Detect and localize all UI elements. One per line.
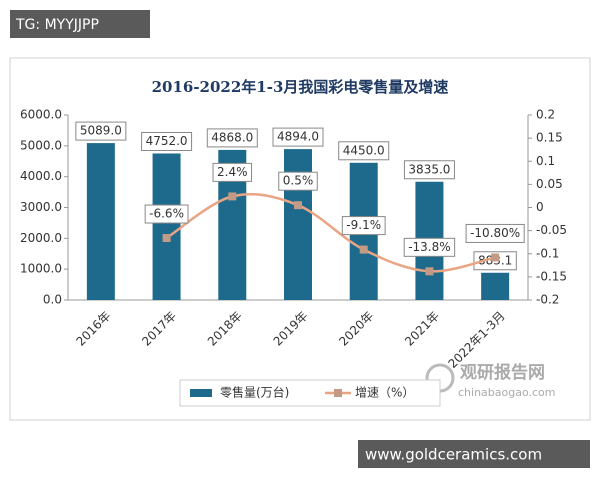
y-tick-label: 5000.0	[20, 138, 62, 152]
data-label-group: -9.1%	[341, 216, 386, 236]
y2-tick-label: 0	[536, 200, 544, 214]
line-marker	[425, 267, 434, 276]
line	[165, 193, 496, 273]
bar	[86, 143, 115, 300]
data-label: 5089.0	[80, 124, 122, 138]
y-tick-label: 1000.0	[20, 262, 62, 276]
data-label-group: 4894.0	[272, 127, 324, 147]
data-label-box	[272, 127, 324, 147]
data-label-group: 4450.0	[338, 141, 390, 161]
y2-tick-label: 0.2	[536, 108, 555, 122]
data-label-box	[465, 223, 525, 243]
data-label-box	[141, 131, 193, 151]
data-label-box	[144, 204, 189, 224]
data-label-group: 4752.0	[141, 131, 193, 151]
bar	[481, 272, 510, 300]
logo-name: 观研报告网	[459, 362, 545, 383]
chart-title: 2016-2022年1-3月我国彩电零售量及增速	[152, 78, 449, 96]
watermark-box	[10, 10, 150, 38]
y2-tick-label: -0.15	[536, 269, 567, 283]
y-tick-label: 6000.0	[20, 108, 62, 122]
data-label-group: 3835.0	[403, 160, 455, 180]
bar	[152, 153, 181, 300]
watermark-box	[358, 440, 590, 468]
data-label-group: 4868.0	[206, 128, 258, 148]
line-marker	[162, 234, 171, 243]
logo-url: chinabaogao.com	[458, 386, 556, 399]
y2-tick-label: -0.2	[536, 293, 559, 307]
data-label: 0.5%	[283, 174, 314, 188]
legend-swatch	[190, 389, 212, 397]
data-label: 4868.0	[211, 130, 253, 144]
legend: 零售量(万台) 增速（%）	[179, 379, 441, 407]
line-marker	[294, 201, 302, 210]
data-label: 2.4%	[217, 165, 248, 179]
legend-label: 增速（%）	[355, 386, 414, 400]
data-label-box	[341, 216, 386, 236]
line-marker	[491, 253, 500, 262]
data-label-box	[278, 171, 318, 191]
watermark-text: www.goldceramics.com	[365, 446, 542, 464]
y2-tick-label: -0.05	[536, 223, 567, 237]
data-label: 4894.0	[277, 130, 319, 144]
data-label-group: 0.5%	[278, 171, 318, 191]
data-label: 3835.0	[408, 162, 450, 176]
y2-tick-label: 0.1	[536, 154, 555, 168]
y2-tick-label: 0.05	[536, 177, 563, 191]
data-label-box	[403, 237, 456, 257]
y-tick-label: 0.0	[43, 293, 62, 307]
data-label: 4752.0	[146, 134, 188, 148]
data-label: -9.1%	[346, 218, 381, 232]
data-label-group: 2.4%	[212, 162, 253, 182]
legend-box	[179, 379, 441, 407]
data-label: 4450.0	[343, 143, 385, 157]
data-label-box	[212, 162, 253, 182]
data-label: -6.6%	[149, 207, 184, 221]
y2-tick-label: -0.1	[536, 246, 559, 260]
y-tick-label: 2000.0	[20, 231, 62, 245]
y2-tick-label: 0.15	[536, 131, 563, 145]
legend-swatch	[334, 389, 342, 397]
data-label-group: 5089.0	[75, 121, 127, 141]
data-label-group: -6.6%	[144, 204, 189, 224]
data-label-box	[75, 121, 127, 141]
data-label: -13.8%	[408, 240, 450, 254]
data-label-box	[338, 141, 390, 161]
data-label-box	[206, 128, 258, 148]
watermark-text: TG: MYYJJPP	[15, 17, 99, 33]
y-tick-label: 3000.0	[20, 200, 62, 214]
line-marker	[228, 192, 237, 201]
y-tick-label: 4000.0	[20, 169, 62, 183]
data-label-group: -13.8%	[403, 237, 456, 257]
data-label-box	[403, 160, 455, 180]
line-marker	[359, 245, 368, 254]
data-label: -10.80%	[470, 226, 520, 240]
data-label-group: -10.80%	[465, 223, 525, 243]
legend-label: 零售量(万台)	[220, 385, 289, 400]
